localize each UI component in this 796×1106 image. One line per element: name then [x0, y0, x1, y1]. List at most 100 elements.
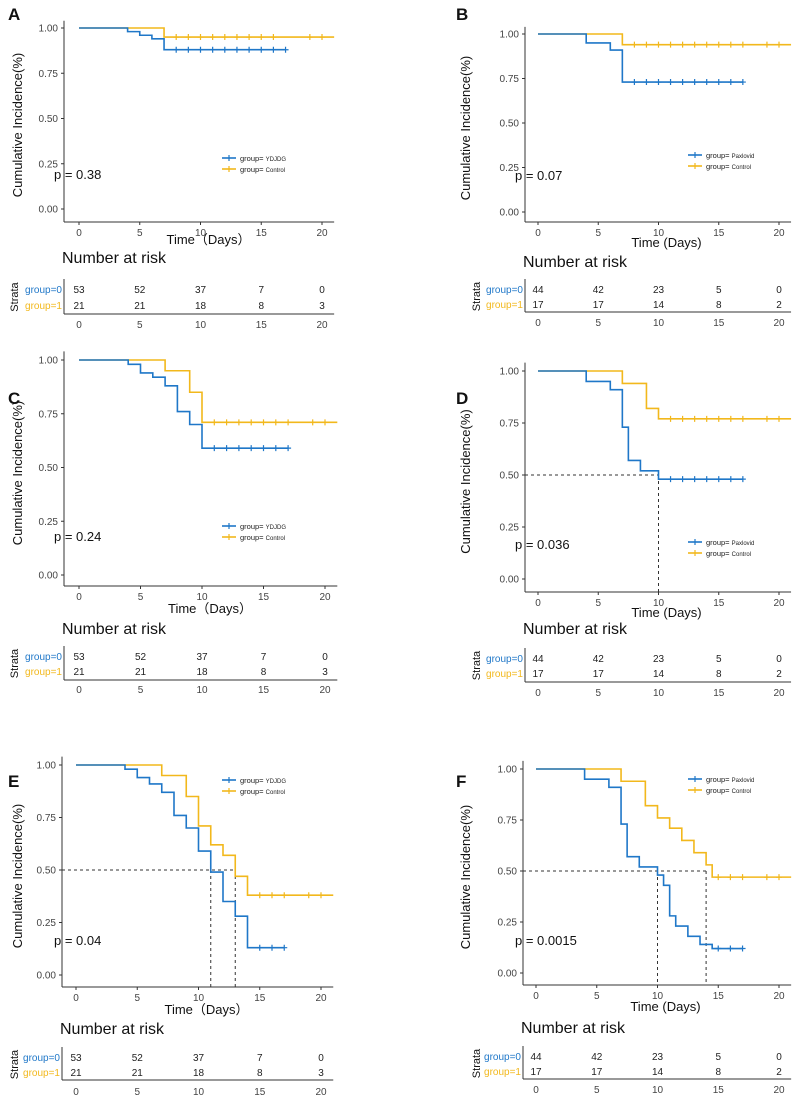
- risk-count: 37: [195, 285, 207, 296]
- censor-mark: [197, 34, 204, 41]
- panel-label: B: [456, 5, 468, 24]
- panel-label: F: [456, 772, 466, 791]
- legend-group-name: Control: [732, 789, 751, 795]
- risk-row-label-group0: group=0: [486, 654, 523, 665]
- risk-count: 5: [716, 654, 722, 665]
- censor-mark: [727, 476, 734, 483]
- y-tick-label: 0.75: [500, 74, 520, 85]
- panel-a: A 0.00 0.25 0.50 0.75 1.00 0 5 10 15 20 Cumulative …: [8, 5, 335, 331]
- censor-mark: [739, 79, 746, 86]
- censor-mark: [715, 945, 722, 952]
- risk-count: 8: [715, 1067, 721, 1078]
- risk-x-tick-label: 20: [315, 1087, 327, 1098]
- risk-x-tick-label: 20: [319, 685, 331, 696]
- censor-mark: [269, 944, 275, 951]
- censor-mark: [235, 419, 242, 426]
- survival-curve-control: [538, 370, 792, 420]
- risk-count: 17: [532, 669, 544, 680]
- censor-mark: [715, 476, 722, 483]
- risk-count: 37: [196, 652, 208, 663]
- legend-entry-control: group= Control: [240, 533, 285, 542]
- censor-mark: [763, 874, 770, 881]
- censor-mark: [256, 944, 263, 951]
- risk-x-tick-label: 20: [773, 688, 785, 699]
- censor-mark: [739, 41, 746, 48]
- x-axis-title: Time（Days）: [164, 1002, 248, 1017]
- censor-mark: [209, 46, 216, 53]
- risk-count: 52: [135, 652, 147, 663]
- censor-mark: [233, 34, 240, 41]
- censor-mark: [643, 41, 650, 48]
- p-value: p = 0.04: [54, 933, 101, 948]
- risk-x-tick-label: 5: [595, 688, 601, 699]
- y-tick-label: 0.75: [37, 813, 57, 824]
- legend-group-name: Control: [266, 790, 285, 796]
- y-tick-label: 1.00: [37, 761, 57, 772]
- censor-mark: [221, 46, 228, 53]
- censor-mark: [739, 874, 746, 881]
- y-tick-label: 0.50: [39, 114, 59, 125]
- censor-mark: [223, 419, 230, 426]
- censor-mark: [667, 41, 674, 48]
- p-value: p = 0.24: [54, 529, 101, 544]
- legend-group-name: Paxlovid: [732, 154, 755, 160]
- legend-entry-paxlovid: group= Paxlovid: [706, 151, 754, 160]
- censor-mark: [776, 415, 782, 422]
- censor-mark: [260, 445, 267, 452]
- survival-curve-control: [538, 33, 792, 46]
- survival-curve-ydjdg: [79, 359, 289, 449]
- legend-group-name: Control: [732, 552, 751, 558]
- censor-mark: [258, 46, 265, 53]
- panel-label: D: [456, 389, 468, 408]
- risk-count: 53: [70, 1053, 82, 1064]
- censor-mark: [270, 46, 277, 53]
- censor-mark: [655, 41, 662, 48]
- censor-mark: [223, 445, 230, 452]
- risk-x-tick-label: 10: [193, 1087, 205, 1098]
- censor-mark: [703, 476, 710, 483]
- censor-mark: [318, 892, 324, 899]
- survival-curve-control: [76, 764, 334, 896]
- legend: group= YDJDG group= Control: [222, 154, 286, 174]
- risk-count: 14: [653, 669, 665, 680]
- censor-mark: [727, 415, 734, 422]
- risk-count: 0: [776, 1052, 782, 1063]
- risk-count: 3: [322, 667, 328, 678]
- legend-entry-control: group= Control: [706, 549, 751, 558]
- y-tick-label: 1.00: [500, 367, 520, 378]
- risk-count: 53: [73, 285, 85, 296]
- censor-mark: [739, 476, 746, 483]
- risk-x-tick-label: 0: [535, 688, 541, 699]
- risk-count: 0: [776, 285, 782, 296]
- p-value: p = 0.38: [54, 167, 101, 182]
- legend-group-name: Control: [732, 165, 751, 171]
- censor-mark: [776, 41, 782, 48]
- censor-mark: [281, 892, 288, 899]
- risk-count: 0: [318, 1053, 324, 1064]
- risk-x-tick-label: 5: [594, 1085, 600, 1096]
- risk-x-tick-label: 5: [137, 320, 143, 331]
- y-tick-label: 1.00: [39, 356, 59, 367]
- risk-x-tick-label: 15: [254, 1087, 266, 1098]
- strata-label: Strata: [471, 650, 483, 680]
- risk-x-tick-label: 20: [773, 318, 785, 329]
- p-value: p = 0.07: [515, 168, 562, 183]
- legend: group= YDJDG group= Control: [222, 776, 286, 796]
- p-value: p = 0.0015: [515, 933, 577, 948]
- y-tick-label: 0.00: [500, 575, 520, 586]
- y-tick-label: 0.00: [39, 205, 59, 216]
- y-axis-title: Cumulative Incidence(%): [458, 805, 473, 950]
- risk-count: 21: [132, 1068, 144, 1079]
- x-axis-title: Time (Days): [631, 605, 701, 620]
- survival-curve-control: [79, 359, 338, 424]
- risk-row-label-group0: group=0: [486, 285, 523, 296]
- risk-count: 23: [653, 654, 665, 665]
- censor-mark: [285, 445, 292, 452]
- censor-mark: [667, 415, 674, 422]
- censor-mark: [221, 34, 228, 41]
- censor-mark: [256, 892, 263, 899]
- censor-mark: [173, 34, 180, 41]
- risk-table-title: Number at risk: [523, 254, 628, 271]
- censor-mark: [727, 874, 734, 881]
